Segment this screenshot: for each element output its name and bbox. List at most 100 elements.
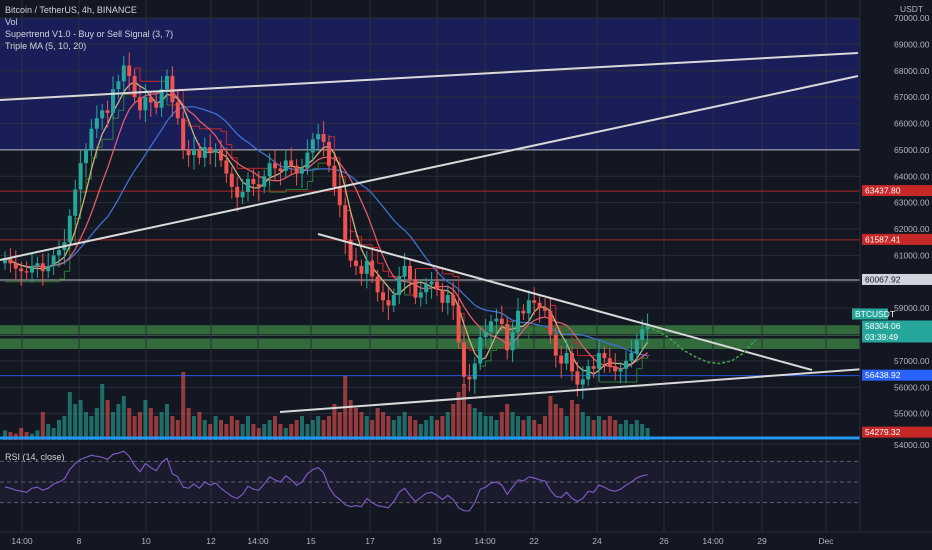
volume-bar [602, 420, 607, 440]
time-axis[interactable]: 14:00 8 10 12 14:00 15 17 19 14:00 22 24 26 14:00 29 D… [0, 531, 932, 546]
candle-body [348, 239, 353, 261]
volume-bar [640, 424, 645, 440]
price-tag-label: 56438.92 [865, 370, 901, 380]
candle-body [267, 163, 272, 177]
volume-bar [348, 400, 353, 440]
candle-body [197, 149, 202, 158]
candle-body [397, 276, 402, 295]
price-tick-label: 68000.00 [894, 66, 930, 76]
candle-body [429, 281, 434, 285]
candle-body [418, 292, 423, 298]
supertrend-segment [231, 157, 238, 169]
time-tick-label: 14:00 [247, 536, 269, 546]
candle-body [521, 310, 526, 314]
volume-bar [170, 416, 175, 440]
legend-supertrend[interactable]: Supertrend V1.0 - Buy or Sell Signal (3,… [5, 29, 174, 39]
candle-body [154, 102, 159, 108]
supertrend-segment [221, 130, 227, 145]
supertrend-segment [280, 189, 287, 193]
supertrend-segment [113, 110, 119, 119]
supertrend-segment [550, 304, 557, 327]
rsi-line [4, 450, 648, 512]
candle-body [8, 258, 13, 264]
supertrend-segment [636, 358, 643, 370]
volume-bar [62, 416, 67, 440]
candle-body [19, 268, 24, 272]
volume-bar [267, 420, 272, 440]
price-tag-bg [862, 233, 932, 245]
price-tag-bg [862, 273, 932, 285]
volume-bar [202, 420, 207, 440]
volume-bar [516, 416, 520, 440]
volume-bar [186, 408, 191, 440]
volume-bar [8, 432, 13, 440]
candle-body [424, 284, 429, 293]
volume-bar [19, 428, 24, 440]
candle-body [316, 134, 321, 140]
candle-body [148, 97, 153, 103]
supertrend-segment [134, 67, 141, 82]
price-tag-bg [862, 331, 932, 343]
price-tick-label: 59000.00 [894, 303, 930, 313]
candle-body [159, 89, 164, 108]
legend-volume[interactable]: Vol [5, 17, 18, 27]
candle-body [402, 265, 407, 277]
supertrend-segment [377, 262, 384, 272]
price-tick-label: 57000.00 [894, 356, 930, 366]
candle-body [262, 176, 267, 187]
legend-triple-ma[interactable]: Triple MA (5, 10, 20) [5, 41, 87, 51]
volume-bar [251, 424, 256, 440]
volume-bar [435, 420, 439, 440]
candle-body [472, 363, 477, 380]
candle-body [181, 118, 186, 150]
volume-bar [278, 424, 283, 440]
volume-bar [483, 416, 488, 440]
volume-bar [402, 412, 407, 440]
volume-bar [208, 424, 213, 440]
time-tick-label: 15 [306, 536, 316, 546]
candle-body [305, 152, 310, 169]
supertrend-segment [96, 139, 103, 148]
candle-body [294, 165, 299, 174]
candle-body [310, 139, 315, 153]
symbol-title[interactable]: Bitcoin / TetherUS, 4h, BINANCE [5, 5, 137, 15]
candle-body [192, 149, 196, 156]
volume-bar [591, 420, 596, 440]
volume-bar [67, 392, 72, 440]
volume-bar [564, 416, 569, 440]
price-tick-label: 66000.00 [894, 119, 930, 129]
time-tick-label: 24 [592, 536, 602, 546]
volume-bar [246, 416, 250, 440]
volume-bar [580, 412, 585, 440]
volume-bar [35, 430, 40, 440]
volume-bar [273, 416, 277, 440]
supertrend-segment [312, 163, 319, 169]
volume-bar [408, 416, 412, 440]
rsi-legend[interactable]: RSI (14, close) [5, 452, 65, 462]
price-tick-label: 65000.00 [894, 145, 930, 155]
candle-body [343, 205, 348, 240]
candles-layer [3, 52, 650, 400]
volume-bar [181, 372, 186, 440]
candle-body [208, 147, 213, 153]
volume-bar [489, 416, 493, 440]
price-tick-label: 67000.00 [894, 92, 930, 102]
volume-bar [370, 420, 375, 440]
supertrend-segment [329, 136, 335, 158]
volume-bar [391, 420, 396, 440]
volume-bar [256, 428, 261, 440]
price-tag-label: BTCUSDT [855, 309, 895, 319]
supertrend-segment [302, 181, 308, 190]
currency-label: USDT [900, 4, 923, 14]
volume-bar [3, 430, 7, 440]
volume-bar [89, 416, 94, 440]
candle-body [575, 371, 580, 385]
trendline-support [279, 363, 932, 413]
volume-bar [397, 416, 402, 440]
volume-bar [73, 404, 78, 440]
volume-bar [597, 416, 601, 440]
volume-bar [537, 424, 542, 440]
price-tick-label: 63000.00 [894, 198, 930, 208]
